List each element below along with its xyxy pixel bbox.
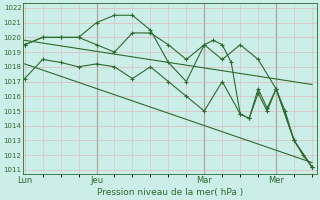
X-axis label: Pression niveau de la mer( hPa ): Pression niveau de la mer( hPa ) xyxy=(97,188,243,197)
